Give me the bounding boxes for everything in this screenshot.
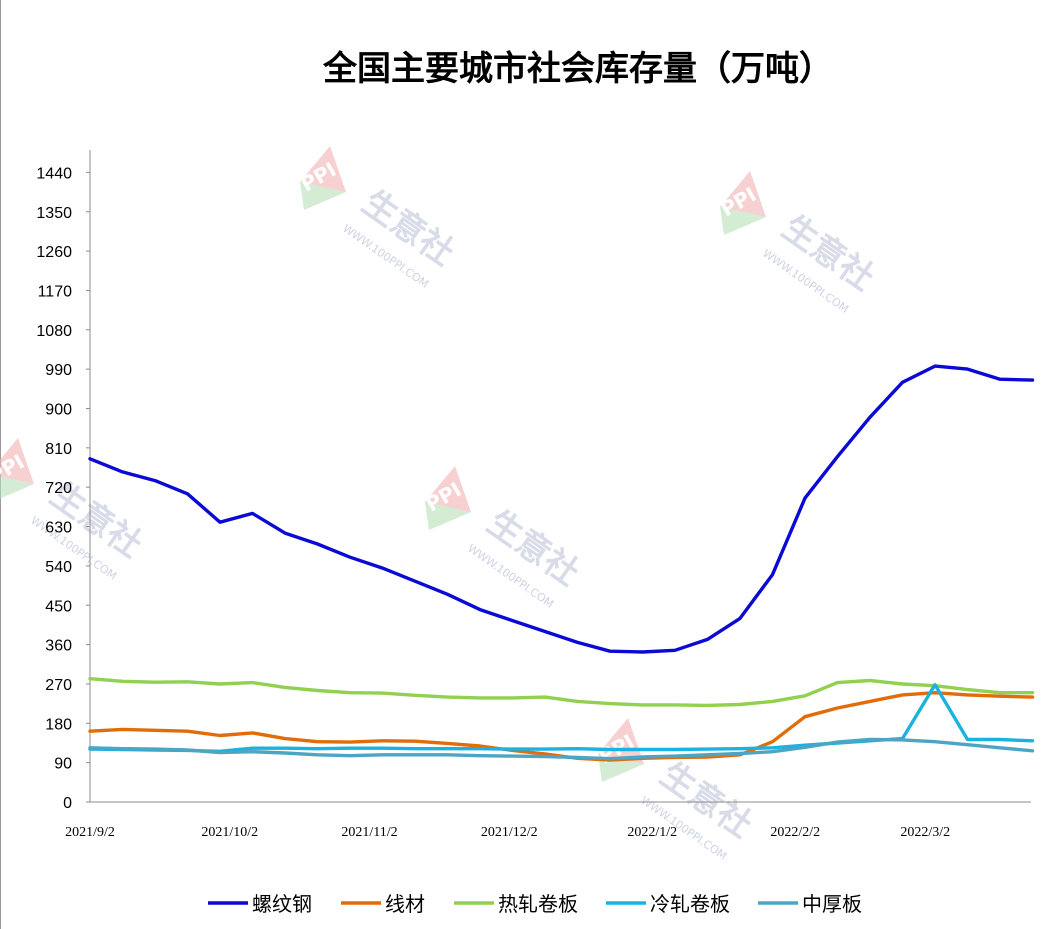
y-tick-label: 360	[45, 638, 72, 655]
x-tick-label: 2021/9/2	[65, 825, 115, 840]
legend-label: 冷轧卷板	[650, 892, 730, 916]
y-tick-label: 450	[45, 598, 72, 615]
watermark-logo-shape	[425, 466, 471, 512]
legend-label: 线材	[385, 892, 425, 916]
watermark-logo-shape	[300, 146, 346, 192]
y-tick-label: 1350	[36, 205, 72, 222]
chart-title: 全国主要城市社会库存量（万吨）	[322, 49, 833, 89]
legend-item: 冷轧卷板	[606, 892, 730, 916]
y-tick-label: 720	[45, 480, 72, 497]
series-line-3	[88, 677, 1035, 708]
watermark-logo-shape	[0, 476, 34, 499]
watermark-logo-shape	[300, 182, 346, 210]
legend-item: 螺纹钢	[208, 892, 312, 916]
y-tick-label: 990	[45, 362, 72, 379]
y-tick-label: 1260	[36, 244, 72, 261]
series-lines	[88, 364, 1035, 762]
x-tick-label: 2022/1/2	[627, 825, 677, 840]
legend: 螺纹钢 线材 热轧卷板 冷轧卷板 中厚板	[208, 892, 862, 916]
x-tick-label: 2022/2/2	[770, 825, 820, 840]
axes: 0 90 180 270 360 450 540 630 720 810 900 990 1080 117…	[36, 150, 1031, 840]
y-tick-label: 180	[45, 716, 72, 733]
watermark-logo-shape	[0, 438, 34, 484]
legend-item: 热轧卷板	[454, 892, 578, 916]
y-tick-label: 1440	[36, 165, 72, 182]
legend-item: 线材	[341, 892, 425, 916]
x-tick-label: 2022/3/2	[900, 825, 950, 840]
y-tick-label: 1170	[38, 283, 73, 300]
series-line-1	[88, 364, 1035, 654]
y-tick-label: 810	[45, 441, 72, 458]
y-tick-label: 0	[63, 795, 72, 812]
series-line-5	[88, 737, 1035, 761]
y-tick-label: 900	[45, 402, 72, 419]
watermark-logo-shape	[425, 502, 471, 530]
legend-label: 螺纹钢	[252, 892, 312, 916]
legend-label: 热轧卷板	[498, 892, 578, 916]
y-tick-label: 90	[54, 756, 72, 773]
x-tick-label: 2021/12/2	[481, 825, 538, 840]
y-tick-label: 270	[45, 677, 72, 694]
y-tick-label: 1080	[36, 323, 72, 340]
x-tick-label: 2021/10/2	[201, 825, 258, 840]
watermark-logo-shape	[720, 171, 766, 217]
legend-item: 中厚板	[758, 892, 862, 916]
y-tick-label: 540	[45, 559, 72, 576]
watermark-logo-shape	[598, 718, 644, 764]
legend-label: 中厚板	[802, 892, 862, 916]
watermark-logo-shape	[720, 207, 766, 235]
x-tick-label: 2021/11/2	[341, 825, 397, 840]
y-tick-label: 630	[45, 520, 72, 537]
